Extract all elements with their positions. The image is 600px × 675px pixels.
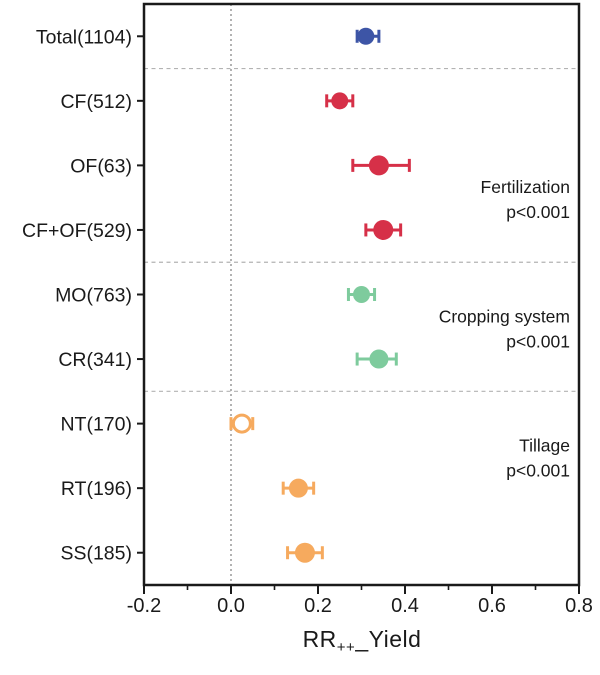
x-axis-tick-label: 0.6	[478, 595, 506, 617]
x-axis-tick-label: 0.0	[217, 595, 245, 617]
x-axis-title-base: RR	[302, 626, 337, 652]
data-point-marker	[369, 349, 389, 369]
group-name-label: Tillage	[519, 435, 570, 455]
data-point-marker	[288, 478, 308, 498]
x-axis-tick-label: 0.2	[304, 595, 332, 617]
group-pvalue-label: p<0.001	[506, 202, 570, 222]
data-point-marker	[357, 27, 375, 45]
category-label: SS(185)	[60, 543, 132, 565]
group-pvalue-label: p<0.001	[506, 331, 570, 351]
x-axis-title-suffix: _Yield	[355, 626, 422, 652]
data-point-marker	[373, 219, 394, 240]
category-label: CF(512)	[60, 91, 132, 113]
category-label: CF+OF(529)	[22, 220, 132, 242]
category-label: NT(170)	[60, 414, 132, 436]
group-pvalue-label: p<0.001	[506, 460, 570, 480]
data-point-marker	[353, 286, 370, 303]
category-label: RT(196)	[61, 478, 132, 500]
x-axis-tick-label: -0.2	[127, 595, 161, 617]
x-axis-tick-label: 0.8	[565, 595, 593, 617]
forest-plot-chart: Total(1104) CF(512) OF(63) CF+OF(529) MO(763…	[22, 2, 593, 617]
x-axis-tick-label: 0.4	[391, 595, 419, 617]
group-name-label: Fertilization	[481, 177, 570, 197]
category-label: OF(63)	[70, 155, 132, 177]
data-point-marker	[368, 155, 389, 176]
category-label: CR(341)	[58, 349, 132, 371]
data-point-marker	[294, 542, 315, 563]
data-point-marker	[231, 413, 252, 434]
data-point-marker	[331, 92, 349, 110]
group-name-label: Cropping system	[439, 306, 570, 326]
x-axis-title: RR++_Yield	[144, 626, 580, 656]
x-axis-title-subscript: ++	[336, 639, 356, 656]
category-label: Total(1104)	[36, 26, 132, 48]
category-label: MO(763)	[55, 285, 132, 307]
